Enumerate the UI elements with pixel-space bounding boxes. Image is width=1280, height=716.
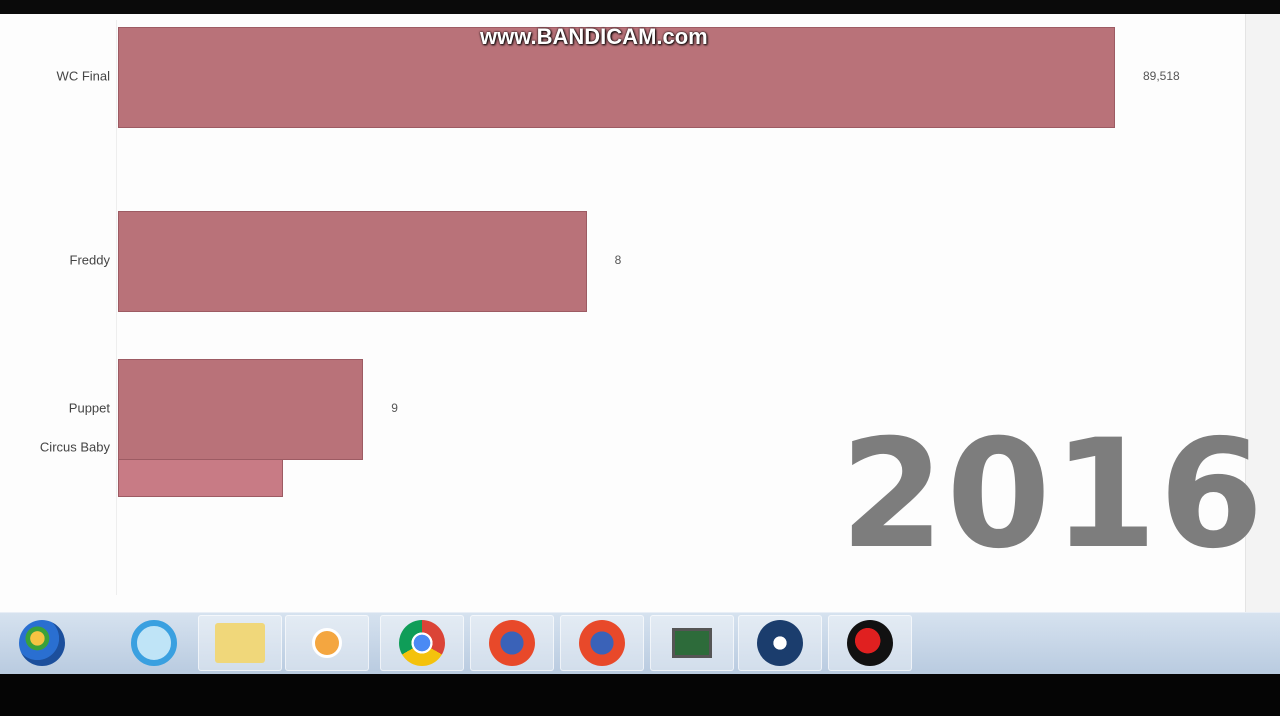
bar-freddy [118, 211, 587, 312]
bandicam-watermark: www.BANDICAM.com [480, 24, 708, 49]
monitor-icon [672, 628, 712, 658]
windows-start-icon [19, 620, 65, 666]
taskbar-bandicam[interactable] [828, 615, 912, 671]
steam-icon [757, 620, 803, 666]
category-label: Puppet [68, 400, 110, 416]
y-axis-line [116, 20, 117, 595]
value-label: 9 [391, 401, 398, 415]
chrome-icon [399, 620, 445, 666]
taskbar-chrome[interactable] [380, 615, 464, 671]
category-label: WC Final [56, 68, 110, 84]
category-label: Freddy [69, 252, 110, 268]
window-edge [1245, 14, 1280, 612]
media-player-icon [312, 628, 342, 658]
folder-icon [215, 623, 265, 663]
taskbar-steam[interactable] [738, 615, 822, 671]
year-label: 2016 [840, 408, 1266, 582]
bar-wc-final [118, 27, 1115, 128]
taskbar-monitor-app[interactable] [650, 615, 734, 671]
start-button[interactable] [0, 615, 84, 671]
taskbar-media-player[interactable] [285, 615, 369, 671]
taskbar-firefox[interactable] [470, 615, 554, 671]
top-black-bar [0, 0, 1280, 14]
internet-explorer-icon [131, 620, 177, 666]
firefox-icon [489, 620, 535, 666]
taskbar-firefox-2[interactable] [560, 615, 644, 671]
record-icon [847, 620, 893, 666]
bottom-black-bar [0, 674, 1280, 716]
taskbar-file-explorer[interactable] [198, 615, 282, 671]
category-label: Circus Baby [39, 439, 110, 455]
firefox-icon [579, 620, 625, 666]
value-label: 89,518 [1143, 69, 1180, 83]
taskbar [0, 612, 1280, 674]
value-label: 8 [614, 253, 622, 267]
taskbar-internet-explorer[interactable] [112, 615, 196, 671]
bar-puppet [118, 359, 364, 460]
